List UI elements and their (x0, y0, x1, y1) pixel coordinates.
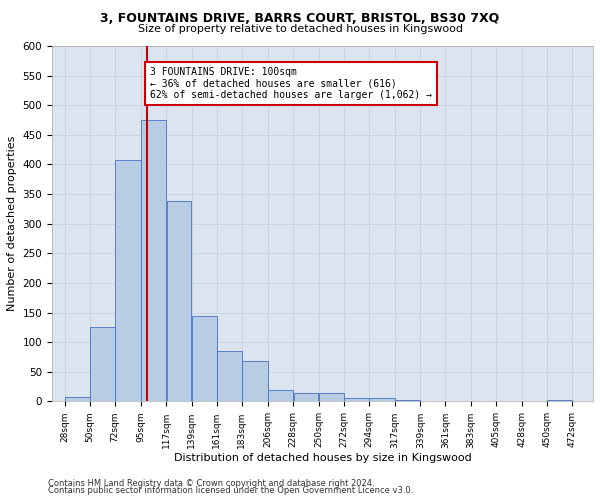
Bar (142, 120, 166, 402)
Bar (192, 316, 217, 402)
Bar (217, 351, 242, 402)
Bar (90, 328, 115, 402)
Bar (369, 398, 395, 402)
Text: Contains public sector information licensed under the Open Government Licence v3: Contains public sector information licen… (48, 486, 413, 495)
Bar (293, 393, 319, 402)
Bar (115, 160, 141, 402)
Bar (242, 361, 268, 402)
Bar (268, 390, 293, 402)
Bar (547, 400, 572, 402)
Bar (319, 393, 344, 402)
X-axis label: Distribution of detached houses by size in Kingswood: Distribution of detached houses by size … (173, 453, 472, 463)
Y-axis label: Number of detached properties: Number of detached properties (7, 136, 17, 312)
Text: 3, FOUNTAINS DRIVE, BARRS COURT, BRISTOL, BS30 7XQ: 3, FOUNTAINS DRIVE, BARRS COURT, BRISTOL… (100, 12, 500, 26)
Bar (167, 201, 191, 402)
Bar (65, 396, 89, 402)
Text: 3 FOUNTAINS DRIVE: 100sqm
← 36% of detached houses are smaller (616)
62% of semi: 3 FOUNTAINS DRIVE: 100sqm ← 36% of detac… (151, 66, 433, 100)
Bar (344, 398, 368, 402)
Text: Size of property relative to detached houses in Kingswood: Size of property relative to detached ho… (137, 24, 463, 34)
Text: Contains HM Land Registry data © Crown copyright and database right 2024.: Contains HM Land Registry data © Crown c… (48, 478, 374, 488)
Bar (395, 400, 420, 402)
